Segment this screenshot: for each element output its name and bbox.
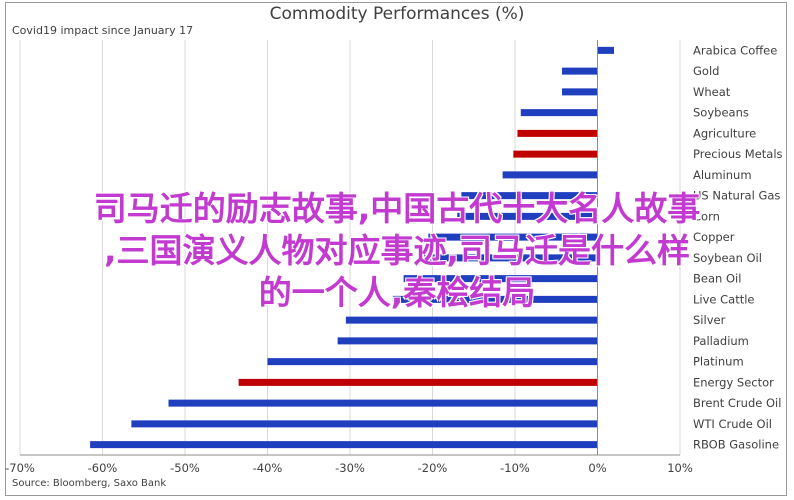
bar-4 bbox=[517, 129, 598, 137]
bar-7 bbox=[461, 192, 598, 200]
chart-source: Source: Bloomberg, Saxo Bank bbox=[12, 478, 167, 489]
category-label-11: Bean Oil bbox=[693, 272, 741, 286]
bar-6 bbox=[502, 171, 598, 179]
chart-subtitle: Covid19 impact since January 17 bbox=[12, 24, 194, 37]
category-label-3: Soybeans bbox=[693, 106, 749, 120]
category-label-19: RBOB Gasoline bbox=[693, 438, 779, 452]
x-tick-label-8: 10% bbox=[667, 461, 693, 475]
category-label-6: Aluminum bbox=[693, 168, 752, 182]
category-label-2: Wheat bbox=[693, 85, 731, 99]
overlay-line-3: 的一个人,秦桧结局 bbox=[258, 273, 536, 312]
bar-13 bbox=[345, 316, 598, 324]
bar-14 bbox=[337, 337, 598, 345]
x-tick-label-3: -40% bbox=[253, 461, 283, 475]
bar-17 bbox=[168, 399, 598, 407]
bar-3 bbox=[520, 109, 598, 117]
category-label-9: Copper bbox=[693, 230, 735, 244]
x-tick-label-4: -30% bbox=[335, 461, 365, 475]
category-label-8: Corn bbox=[693, 209, 720, 223]
overlay-line-2: ,三国演义人物对应事迹,司马迁是什么样 bbox=[103, 231, 691, 270]
bar-18 bbox=[131, 420, 598, 428]
overlay-line-1: 司马迁的励志故事,中国古代十大名人故事 bbox=[93, 189, 701, 228]
bar-9 bbox=[428, 233, 598, 241]
bar-1 bbox=[562, 67, 598, 75]
category-label-1: Gold bbox=[693, 64, 719, 78]
bar-8 bbox=[457, 212, 598, 220]
bar-12 bbox=[392, 295, 598, 303]
bar-0 bbox=[597, 46, 614, 54]
bar-5 bbox=[513, 150, 598, 158]
x-tick-label-0: -70% bbox=[5, 461, 35, 475]
category-label-16: Energy Sector bbox=[693, 375, 774, 389]
category-label-7: US Natural Gas bbox=[693, 189, 780, 203]
chart-title: Commodity Performances (%) bbox=[269, 4, 525, 24]
category-label-0: Arabica Coffee bbox=[693, 43, 777, 57]
category-label-13: Silver bbox=[693, 313, 726, 327]
bar-19 bbox=[90, 441, 598, 449]
x-tick-label-1: -60% bbox=[88, 461, 118, 475]
category-label-12: Live Cattle bbox=[693, 292, 755, 306]
category-label-18: WTI Crude Oil bbox=[693, 417, 772, 431]
x-tick-label-7: 0% bbox=[588, 461, 606, 475]
chart-frame bbox=[5, 2, 787, 496]
bar-16 bbox=[238, 378, 598, 386]
bar-15 bbox=[267, 358, 598, 366]
x-tick-label-6: -10% bbox=[500, 461, 530, 475]
bar-11 bbox=[403, 275, 598, 283]
category-label-5: Precious Metals bbox=[693, 147, 783, 161]
category-label-14: Palladium bbox=[693, 334, 749, 348]
bar-10 bbox=[424, 254, 598, 262]
category-label-10: Soybean Oil bbox=[693, 251, 762, 265]
bar-2 bbox=[562, 88, 598, 96]
x-tick-label-2: -50% bbox=[170, 461, 200, 475]
category-label-15: Platinum bbox=[693, 355, 744, 369]
category-label-17: Brent Crude Oil bbox=[693, 396, 781, 410]
category-label-4: Agriculture bbox=[693, 126, 756, 140]
x-tick-label-5: -20% bbox=[418, 461, 448, 475]
overlay-caption: 司马迁的励志故事,中国古代十大名人故事 ,三国演义人物对应事迹,司马迁是什么样 … bbox=[0, 188, 794, 314]
